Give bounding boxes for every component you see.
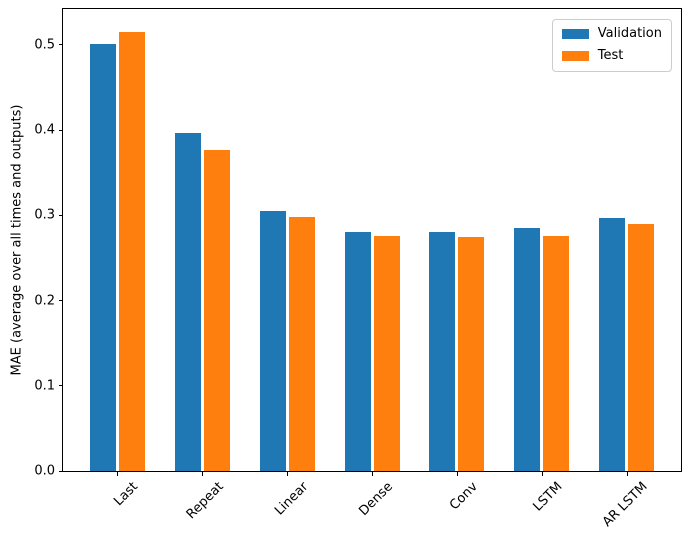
bar-test [543, 235, 570, 471]
y-tick-mark [59, 44, 63, 46]
y-tick-mark [59, 385, 63, 387]
bar-test [628, 223, 655, 471]
x-tick-mark [117, 472, 119, 476]
bar-group-conv [414, 9, 499, 471]
x-tick-label: Linear [271, 479, 312, 519]
x-tick-label: AR LSTM [599, 479, 651, 531]
bar-group-ar-lstm [584, 9, 669, 471]
bar-test [118, 32, 145, 471]
x-tick-label: Dense [356, 479, 396, 519]
y-tick-mark [59, 470, 63, 472]
x-tick-mark [541, 472, 543, 476]
y-tick-label: 0.2 [34, 293, 55, 309]
legend-label-validation: Validation [597, 26, 662, 41]
x-tick-label: Last [111, 479, 142, 510]
bar-group-dense [330, 9, 415, 471]
bar-validation [599, 217, 626, 471]
bar-validation [344, 232, 371, 471]
bar-group-repeat [160, 9, 245, 471]
legend: Validation Test [551, 19, 672, 72]
legend-item-test: Test [561, 47, 662, 64]
bar-test [373, 235, 400, 471]
x-tick-mark [202, 472, 204, 476]
bar-validation [89, 43, 116, 471]
plot-area: Last Repeat Linear Dense Conv LSTM AR LSTM Val… [34, 8, 682, 530]
bar-validation [429, 232, 456, 471]
validation-color-swatch [561, 29, 589, 40]
bar-validation [259, 211, 286, 471]
y-tick-label: 0.5 [34, 37, 55, 53]
x-tick-label: Repeat [183, 479, 227, 523]
bar-test [288, 217, 315, 471]
y-axis-label: MAE (average over all times and outputs) [9, 104, 25, 376]
bar-group-linear [245, 9, 330, 471]
y-tick-mark [59, 214, 63, 216]
y-tick-mark [59, 129, 63, 131]
x-tick-mark [372, 472, 373, 476]
x-tick-mark [287, 472, 289, 476]
bar-group-lstm [499, 9, 584, 471]
test-color-swatch [561, 51, 589, 62]
x-tick-label: Conv [446, 479, 481, 514]
x-tick-mark [456, 472, 458, 476]
x-tick-mark [626, 472, 628, 476]
y-tick-label: 0.1 [34, 378, 55, 394]
bar-test [203, 149, 230, 471]
y-tick-label: 0.0 [34, 463, 55, 479]
y-tick-label: 0.4 [34, 122, 55, 138]
bars [63, 9, 681, 471]
bar-group-last [75, 9, 160, 471]
bar-validation [514, 228, 541, 471]
legend-item-validation: Validation [561, 26, 662, 42]
bar-test [458, 237, 485, 471]
legend-label-test: Test [597, 47, 624, 63]
x-tick-label: LSTM [530, 479, 566, 515]
bar-validation [174, 133, 201, 471]
y-tick-label: 0.3 [34, 207, 55, 223]
y-tick-mark [59, 300, 63, 302]
